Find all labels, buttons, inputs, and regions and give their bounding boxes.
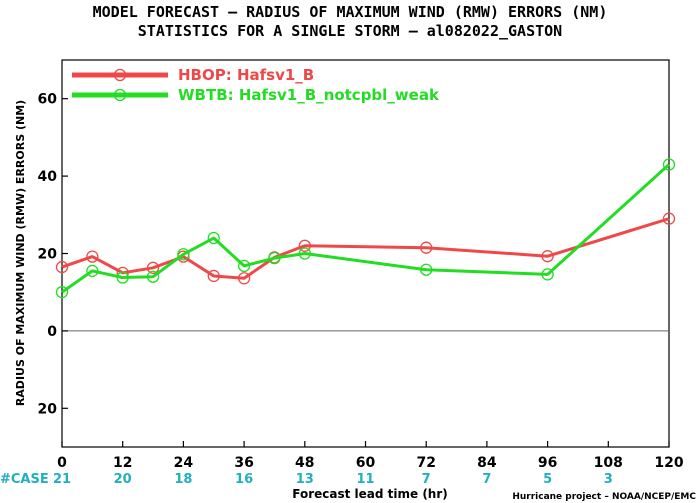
y-axis: 20 0 20 40 60 [38, 92, 68, 417]
chart-title: MODEL FORECAST – RADIUS OF MAXIMUM WIND … [93, 3, 608, 21]
series-1-point [662, 158, 676, 171]
x-tick-label: 96 [538, 455, 557, 471]
case-count: 18 [174, 472, 192, 487]
y-tick-label: 20 [38, 401, 58, 417]
series-1-point [237, 259, 251, 273]
series-1-point [86, 264, 99, 278]
series-1-point [116, 271, 129, 284]
x-tick-label: 12 [113, 455, 132, 471]
x-tick-label: 24 [174, 455, 194, 471]
case-count: 7 [422, 472, 431, 487]
case-count: 5 [543, 472, 552, 487]
chart-subtitle: STATISTICS FOR A SINGLE STORM – al082022… [138, 22, 562, 40]
case-count: 7 [482, 472, 491, 487]
series-1-point [420, 263, 433, 276]
plot-frame [61, 59, 670, 448]
case-count: 21 [53, 472, 71, 487]
credit-text: Hurricane project – NOAA/NCEP/EMC [512, 492, 696, 502]
series-1-point [207, 231, 220, 245]
case-count: 20 [114, 472, 132, 487]
series-0-point [86, 250, 99, 263]
series-0-point [298, 239, 311, 252]
series-0-point [146, 261, 160, 274]
legend-marker-0 [113, 68, 127, 82]
series-0-point [420, 241, 433, 254]
case-label: #CASE [0, 472, 49, 487]
series-layer [55, 158, 676, 299]
series-0-point [207, 269, 220, 283]
legend-marker-1 [113, 88, 127, 102]
x-tick-label: 60 [356, 455, 376, 471]
x-tick-label: 36 [234, 455, 253, 471]
series-0-point [662, 212, 676, 225]
x-tick-label: 72 [416, 455, 435, 471]
legend-label-1: WBTB: Hafsv1_B_notcpbl_weak [178, 86, 440, 104]
x-tick-label: 120 [654, 455, 683, 471]
case-count: 16 [235, 472, 253, 487]
case-count: 3 [604, 472, 613, 487]
series-1-point [146, 270, 160, 283]
series-1-point [55, 286, 69, 299]
y-tick-label: 40 [38, 169, 58, 185]
x-tick-label: 48 [295, 455, 314, 471]
x-axis: 0 12 24 36 48 60 72 84 96 108 120 [57, 441, 684, 471]
y-tick-label: 60 [38, 92, 58, 108]
series-0-point [237, 272, 251, 285]
series-0-point [55, 260, 69, 274]
x-tick-label: 0 [57, 455, 67, 471]
case-count: 13 [296, 472, 314, 487]
case-count: 11 [356, 472, 374, 487]
legend: HBOP: Hafsv1_B WBTB: Hafsv1_B_notcpbl_wea… [72, 66, 440, 104]
x-tick-label: 84 [477, 455, 497, 471]
series-1-point [177, 248, 190, 261]
legend-label-0: HBOP: Hafsv1_B [178, 66, 314, 84]
x-axis-label: Forecast lead time (hr) [292, 487, 448, 501]
x-tick-label: 108 [594, 455, 623, 471]
series-1-point [541, 268, 554, 281]
case-counts: 21 20 18 16 13 11 7 7 5 3 [53, 472, 613, 487]
series-0-point [541, 250, 554, 263]
series-1-point [268, 251, 281, 265]
y-axis-label: RADIUS OF MAXIMUM WIND (RMW) ERRORS (NM) [14, 100, 27, 406]
y-tick-label: 20 [38, 247, 58, 263]
series-1-point [298, 247, 311, 260]
y-tick-label: 0 [47, 324, 57, 340]
